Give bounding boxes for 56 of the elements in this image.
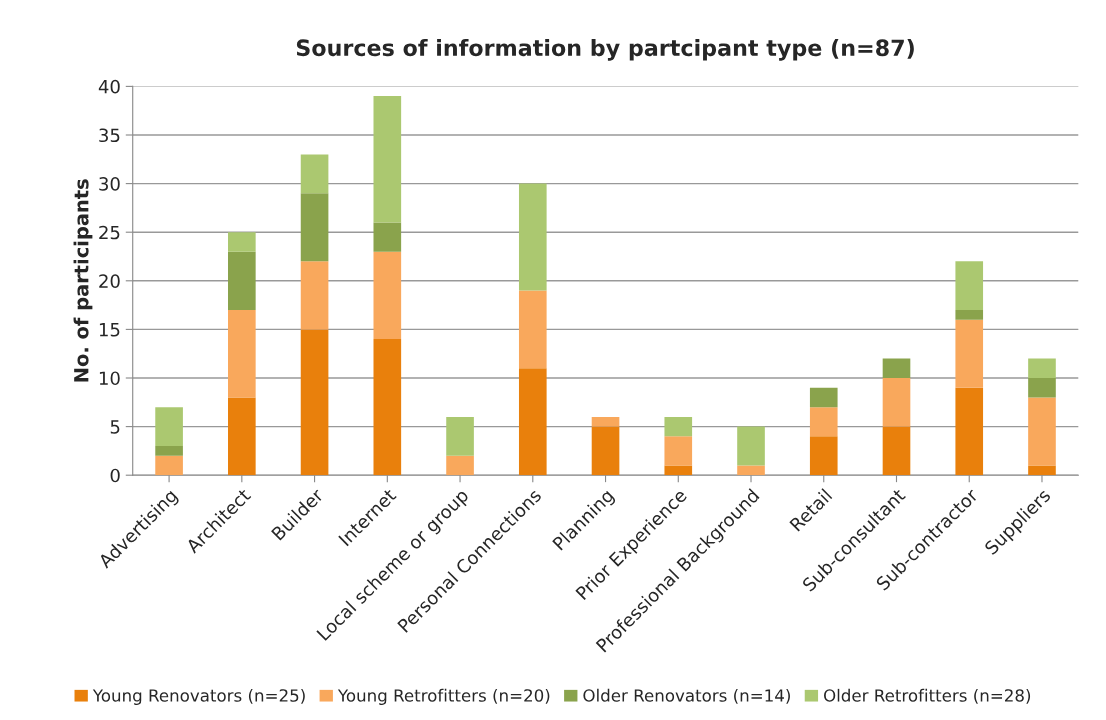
bar	[737, 465, 765, 476]
bar	[1028, 358, 1056, 378]
bar	[373, 222, 402, 252]
y-tick-label: 30	[99, 177, 120, 191]
bar	[955, 309, 984, 320]
y-tick-label: 5	[110, 420, 120, 434]
bar	[591, 426, 620, 476]
bar	[446, 416, 474, 456]
bar	[446, 455, 474, 476]
bar	[809, 436, 838, 476]
chart-title: Sources of information by partcipant type (n=87)	[296, 38, 914, 61]
y-axis-title: No. of participants	[73, 179, 93, 382]
bar	[1028, 378, 1056, 398]
bar	[300, 193, 329, 262]
bar	[664, 436, 693, 466]
bar	[664, 465, 693, 476]
bar	[955, 387, 984, 476]
bar	[809, 407, 838, 437]
y-tick-label: 20	[99, 274, 120, 288]
bar	[1028, 465, 1056, 476]
legend-label: Young Renovators (n=25)	[92, 688, 305, 705]
bar	[228, 397, 256, 476]
bar	[300, 154, 329, 194]
bar	[882, 426, 911, 476]
bar	[300, 261, 329, 330]
bar	[664, 416, 693, 437]
bar	[155, 407, 183, 447]
bar	[518, 290, 547, 369]
legend-label: Young Retrofitters (n=20)	[337, 688, 550, 705]
y-tick-label: 35	[99, 128, 120, 143]
y-tick-label: 0	[110, 468, 120, 483]
bar	[373, 251, 402, 340]
bar	[518, 368, 547, 476]
legend-label: Older Retrofitters (n=28)	[824, 688, 1031, 704]
bar	[300, 329, 329, 476]
bar	[955, 319, 984, 388]
bar	[809, 387, 838, 408]
bar	[155, 455, 183, 476]
bar	[228, 232, 256, 252]
bar	[228, 251, 256, 310]
y-tick-label: 15	[99, 323, 120, 337]
bar	[955, 261, 984, 310]
y-tick-label: 10	[99, 371, 120, 386]
bar	[882, 358, 911, 378]
bar	[518, 183, 547, 291]
y-tick-label: 25	[99, 225, 120, 240]
bar	[1028, 397, 1056, 466]
bar	[228, 309, 256, 398]
y-tick-label: 40	[98, 79, 120, 94]
bar	[373, 339, 402, 476]
bar	[882, 378, 911, 427]
bar	[155, 446, 183, 456]
bar	[737, 426, 765, 466]
legend-label: Older Renovators (n=14)	[583, 688, 790, 704]
bar	[591, 416, 620, 427]
bar	[373, 96, 402, 223]
